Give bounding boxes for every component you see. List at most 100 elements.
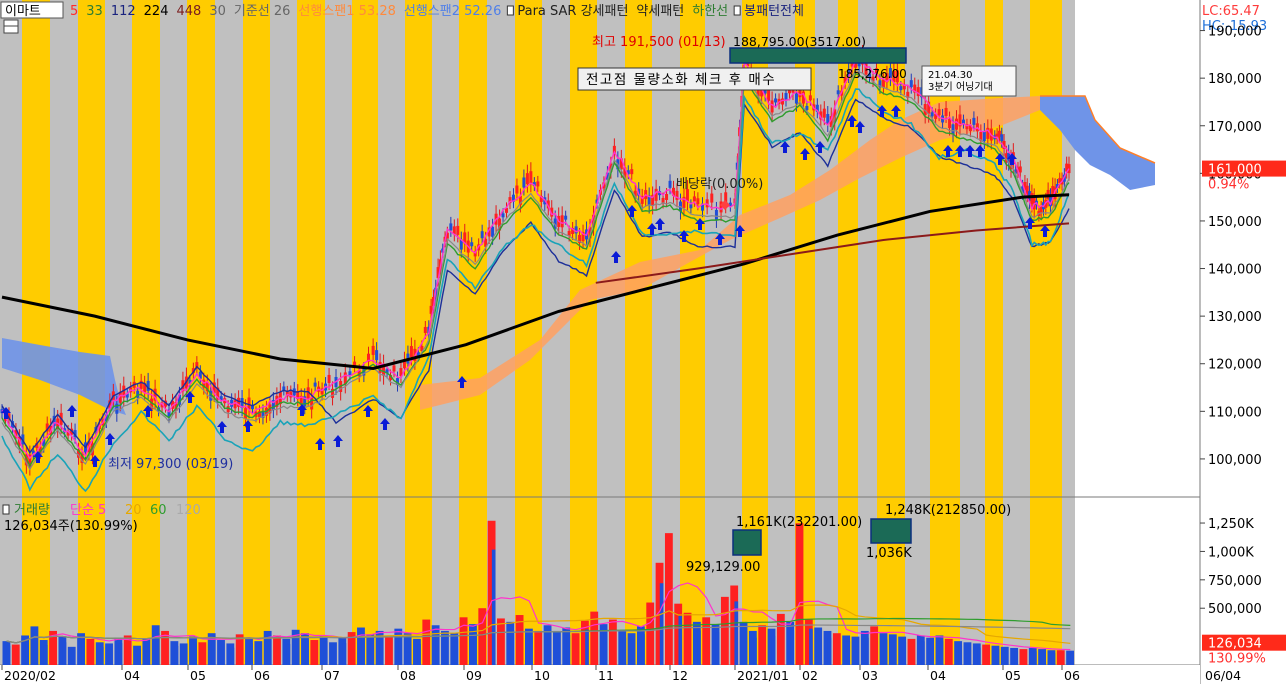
- ma112-line: [1, 98, 1070, 455]
- price-tick-label: 110,000: [1208, 405, 1262, 420]
- month-band: [187, 0, 215, 665]
- buy-arrow-icon: [695, 218, 705, 230]
- volume-bar: [655, 562, 664, 665]
- candle-body: [275, 395, 279, 407]
- candle-body: [965, 124, 969, 130]
- candle-body: [38, 446, 42, 453]
- volume-bar: [189, 636, 197, 665]
- volume-bar: [155, 633, 160, 665]
- axis-background: [1200, 0, 1288, 684]
- candle-body: [511, 194, 515, 202]
- volume-bar: [43, 645, 48, 665]
- volume-bar: [81, 639, 85, 665]
- buy-arrow-icon: [679, 230, 689, 242]
- candle-body: [578, 234, 582, 243]
- buy-arrow-icon: [715, 233, 725, 245]
- candle-body: [692, 196, 696, 202]
- volume-bar: [842, 635, 851, 665]
- volume-ma120-legend: 120: [176, 503, 201, 518]
- volume-bar: [217, 640, 225, 665]
- candle-body: [449, 223, 453, 231]
- volume-bar: [99, 646, 104, 665]
- legend-item: 선행스팬1 53.28: [298, 3, 395, 19]
- buy-arrow-icon: [965, 145, 975, 157]
- volume-bar: [413, 638, 421, 665]
- candle-body: [257, 411, 261, 418]
- legend-item: Para SAR 강세패턴: [517, 4, 628, 19]
- volume-bar: [347, 632, 356, 665]
- hc-value: HC:-15.93: [1202, 19, 1267, 34]
- volume-ma20-legend: 20: [125, 503, 142, 518]
- volume-bar: [305, 639, 309, 665]
- volume-bar: [282, 638, 291, 665]
- volume-bar: [342, 643, 347, 665]
- volume-bar: [883, 639, 888, 665]
- candle-body: [937, 109, 941, 116]
- buy-arrow-icon: [1, 407, 11, 419]
- volume-bar: [385, 636, 393, 665]
- candle-body: [654, 188, 658, 201]
- legend-item: 33: [86, 4, 103, 19]
- candle-body: [605, 172, 609, 180]
- candle-body: [470, 242, 474, 247]
- candle-body: [10, 421, 14, 429]
- candle-body: [895, 70, 899, 83]
- volume-bar: [1010, 647, 1019, 665]
- candle-body: [899, 86, 903, 91]
- volume-bar: [888, 634, 897, 665]
- candle-body: [934, 113, 938, 119]
- volume-bar: [851, 636, 860, 665]
- candle-body: [348, 371, 352, 376]
- volume-bar: [898, 636, 907, 665]
- volume-bar: [599, 624, 608, 665]
- volume-bar: [692, 621, 701, 665]
- buy-arrow-icon: [995, 153, 1005, 165]
- candle-body: [198, 371, 202, 379]
- x-tick-label: 11: [598, 668, 614, 683]
- ma5-line: [1, 59, 1070, 460]
- candle-body: [247, 397, 251, 410]
- buy-arrow-icon: [955, 145, 965, 157]
- candle-body: [640, 195, 644, 204]
- x-right-label: 06/04: [1205, 668, 1241, 683]
- candle-body: [122, 385, 126, 398]
- volume-bar: [478, 608, 487, 665]
- buy-arrow-icon: [1025, 217, 1035, 229]
- candle-body: [724, 192, 728, 205]
- candle-body: [819, 111, 823, 120]
- candle-body: [271, 400, 275, 411]
- candle-body: [146, 380, 150, 391]
- legend-item: 448: [176, 4, 201, 19]
- candle-body: [995, 133, 999, 139]
- volume-bar: [702, 617, 711, 665]
- volume-bar: [487, 520, 496, 665]
- volume-bar: [1019, 649, 1028, 665]
- candle-body: [626, 170, 630, 175]
- legend-item: 112: [111, 4, 136, 19]
- volume-bar: [865, 637, 869, 665]
- candle-body: [382, 363, 386, 376]
- candle-body: [902, 84, 906, 90]
- candle-body: [864, 62, 868, 75]
- volume-bar: [21, 635, 29, 665]
- candle-body: [505, 207, 509, 213]
- candle-body: [710, 193, 714, 203]
- volume-peak1-low-label: 929,129.00: [686, 560, 760, 575]
- candle-body: [574, 226, 578, 234]
- legend-item: 30: [209, 4, 226, 19]
- volume-bar: [823, 630, 832, 665]
- lc-value: LC:65.47: [1202, 4, 1260, 19]
- volume-bar: [211, 639, 216, 665]
- volume-bar: [301, 633, 309, 665]
- month-band: [22, 0, 50, 665]
- candle-body: [508, 197, 512, 204]
- candle-body: [167, 409, 171, 417]
- volume-bar: [543, 625, 552, 665]
- volume-bar: [683, 612, 692, 665]
- candle-body: [927, 101, 931, 114]
- volume-bar: [291, 629, 300, 665]
- buy-arrow-icon: [735, 225, 745, 237]
- volume-peak2-box: [870, 518, 912, 544]
- buy-arrow-icon: [627, 205, 637, 217]
